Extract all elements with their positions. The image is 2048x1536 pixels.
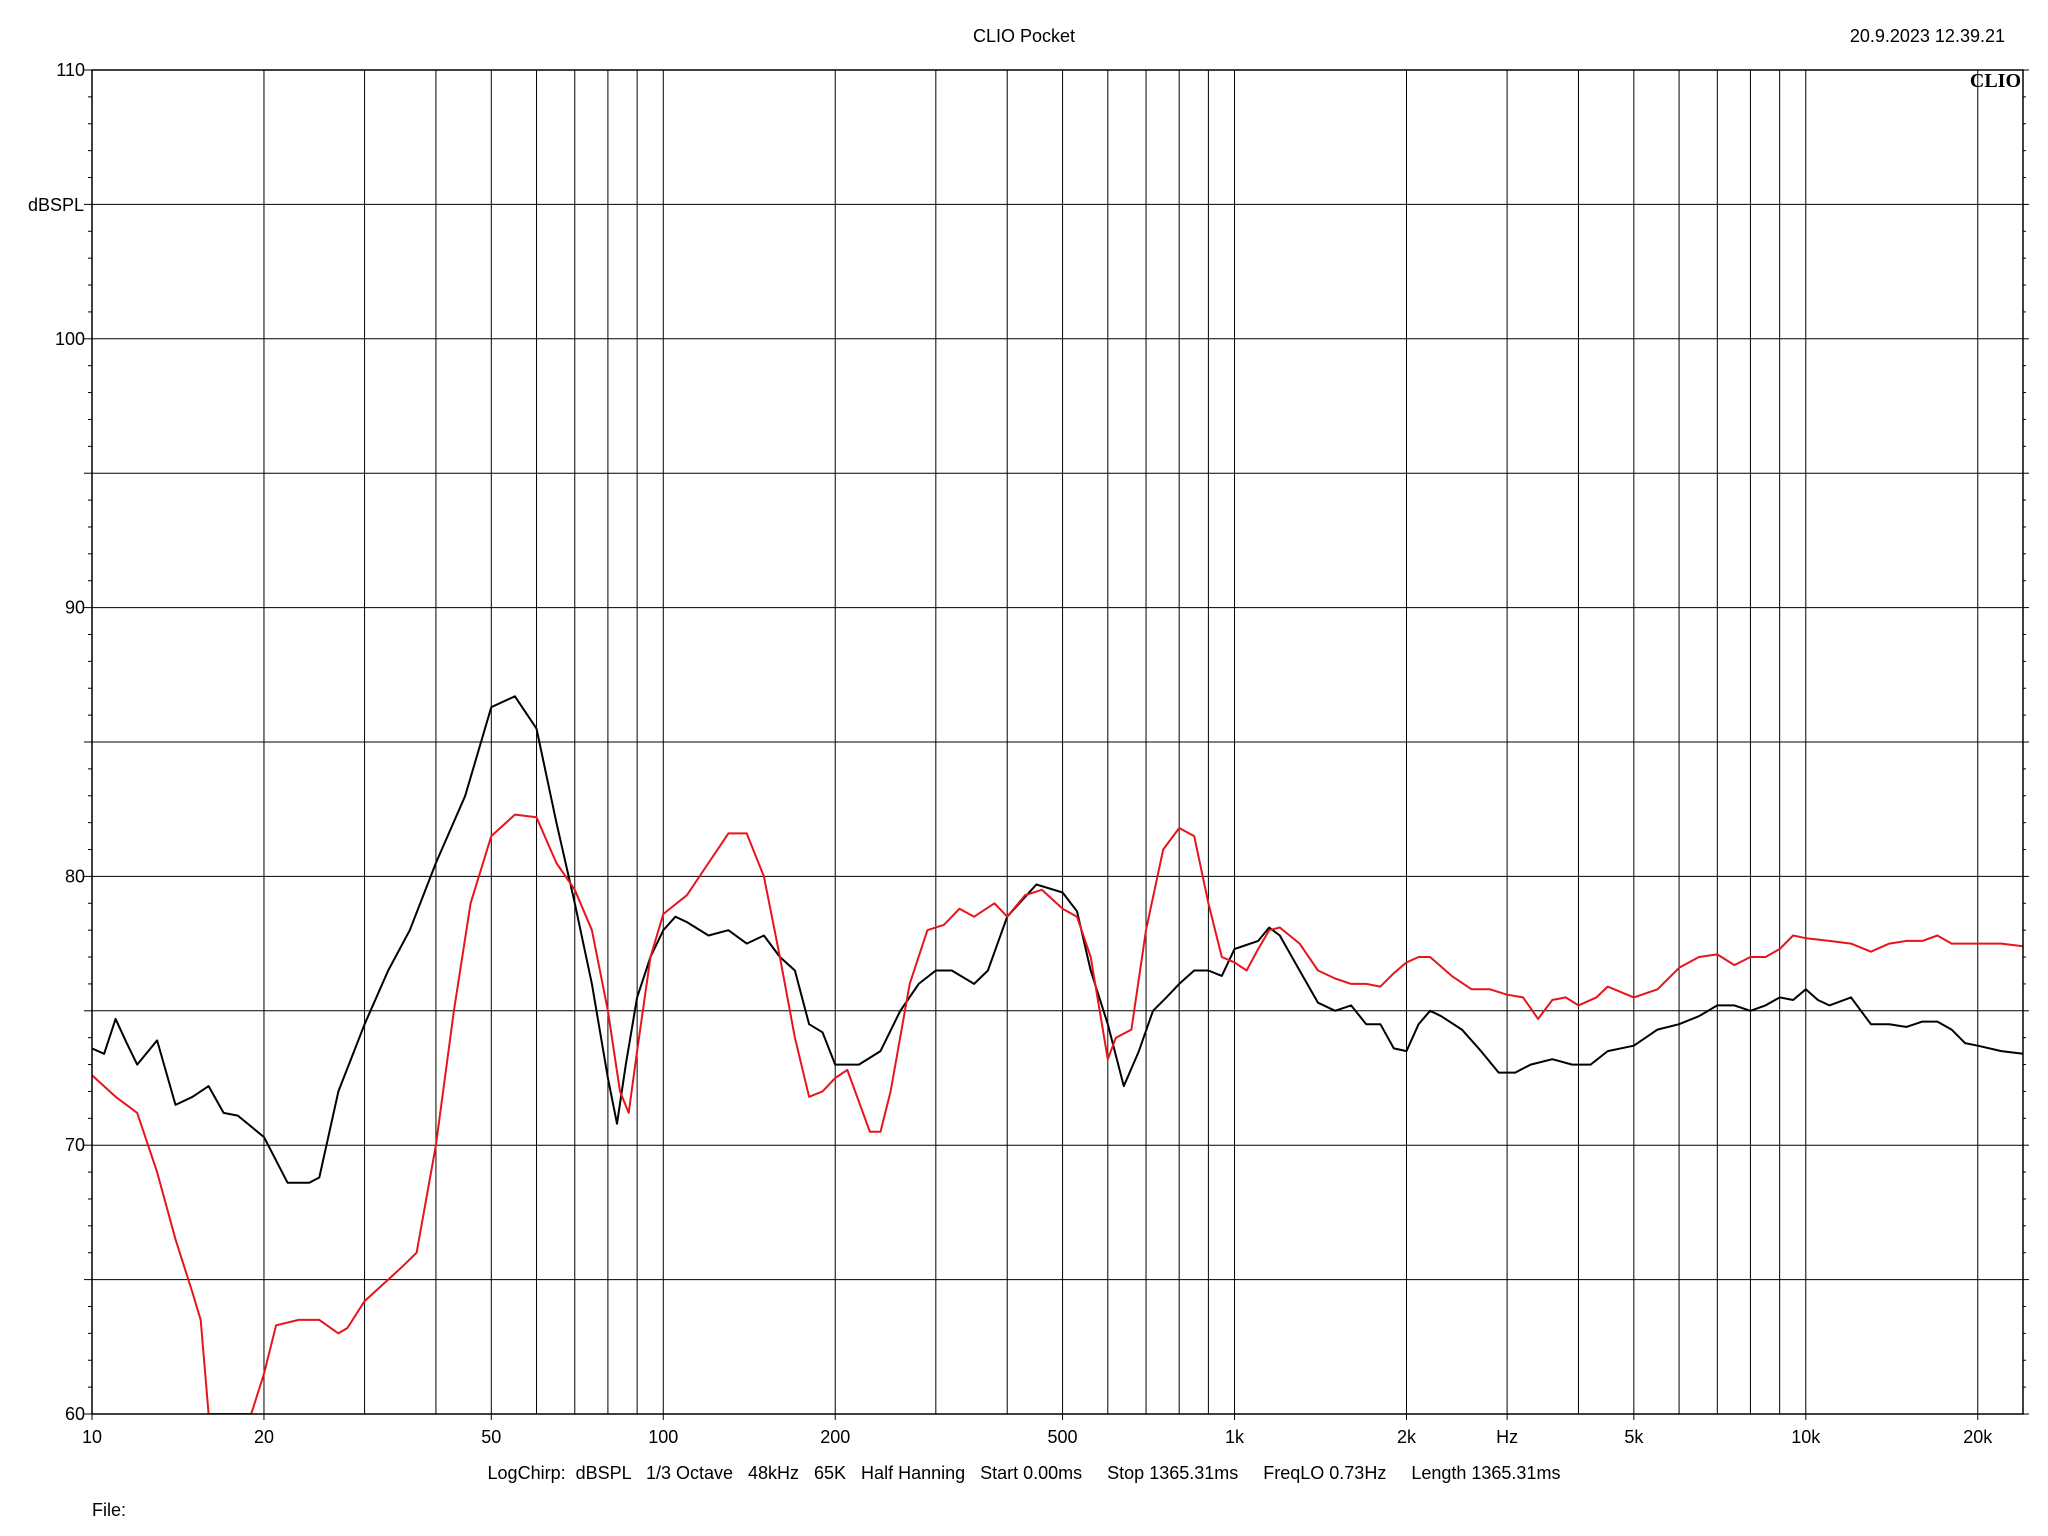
series-line-2 [92, 813, 2023, 1414]
y-axis-ticks: 110 100 90 80 70 60 [55, 60, 2029, 1424]
x-tick-label: 50 [481, 1427, 501, 1447]
plot-frame [91, 69, 2024, 1415]
x-tick-label: Hz [1496, 1427, 1518, 1447]
chart-title: CLIO Pocket [973, 26, 1075, 46]
x-tick-label: 2k [1397, 1427, 1417, 1447]
chart-series [92, 695, 2023, 1414]
y-tick-label: 90 [65, 598, 85, 618]
x-tick-label: 5k [1624, 1427, 1644, 1447]
y-tick-label: 80 [65, 866, 85, 886]
timestamp: 20.9.2023 12.39.21 [1850, 26, 2005, 46]
chart-grid [91, 69, 2023, 1415]
y-axis-label: dBSPL [28, 195, 84, 215]
x-tick-label: 10k [1791, 1427, 1821, 1447]
measurement-info: LogChirp: dBSPL 1/3 Octave 48kHz 65K Hal… [488, 1463, 1561, 1483]
x-axis-ticks: 10 20 50 100 200 500 1k 2k Hz 5k 10k 20k [82, 1414, 1993, 1447]
x-tick-label: 20 [254, 1427, 274, 1447]
file-label: File: [92, 1500, 126, 1520]
x-tick-label: 200 [820, 1427, 850, 1447]
y-tick-label: 60 [65, 1404, 85, 1424]
y-tick-label: 70 [65, 1135, 85, 1155]
x-tick-label: 20k [1963, 1427, 1993, 1447]
x-tick-label: 500 [1048, 1427, 1078, 1447]
clio-logo: CLIO [1970, 70, 2021, 92]
x-tick-label: 1k [1225, 1427, 1245, 1447]
series-line-1 [92, 695, 2023, 1184]
x-tick-label: 100 [648, 1427, 678, 1447]
y-tick-label: 110 [56, 60, 85, 80]
y-tick-label: 100 [55, 329, 85, 349]
x-tick-label: 10 [82, 1427, 102, 1447]
